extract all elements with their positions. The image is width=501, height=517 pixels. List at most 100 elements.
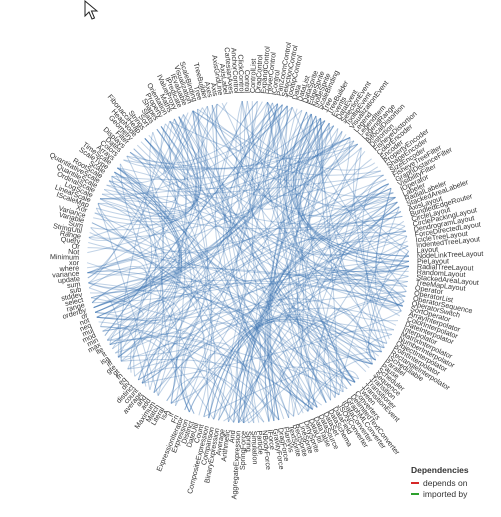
- node-label[interactable]: AnchorControl: [229, 47, 241, 94]
- dependency-edge: [188, 240, 408, 413]
- dependency-edge: [129, 126, 207, 207]
- node-label[interactable]: ClickControl: [236, 54, 246, 93]
- node-label[interactable]: sub: [69, 285, 82, 296]
- dependency-edge-bundle: [93, 121, 197, 226]
- node-label[interactable]: lt: [100, 349, 108, 359]
- node-label[interactable]: mul: [81, 325, 96, 338]
- node-label[interactable]: Query: [60, 235, 81, 246]
- dependency-edge: [88, 163, 152, 290]
- node-label[interactable]: NBodyForce: [260, 430, 273, 471]
- dependency-edge: [87, 118, 322, 254]
- node-label[interactable]: RandomLayout: [416, 267, 465, 279]
- node-label[interactable]: gt: [111, 367, 121, 378]
- node-label[interactable]: Layout: [416, 245, 438, 255]
- dependency-edge-bundle: [203, 316, 377, 417]
- node-label[interactable]: IsA: [158, 408, 171, 422]
- dependency-edge: [233, 201, 398, 423]
- node-label[interactable]: Tree: [192, 85, 205, 101]
- node-label[interactable]: fn: [114, 371, 124, 382]
- node-label[interactable]: AggregateExpression: [229, 430, 242, 499]
- dependency-edge: [211, 104, 409, 277]
- dependency-edge: [216, 103, 381, 176]
- dependency-edge: [156, 128, 356, 383]
- node-label[interactable]: RadialTreeLayout: [417, 262, 474, 273]
- node-label[interactable]: variance: [52, 269, 80, 280]
- dependency-edge: [161, 110, 194, 413]
- node-label[interactable]: Control: [243, 70, 252, 94]
- dependency-edge: [160, 123, 358, 190]
- node-label[interactable]: PieLayout: [417, 256, 449, 265]
- dependency-edge: [117, 307, 261, 424]
- node-label[interactable]: range: [66, 300, 86, 313]
- dependency-edge: [262, 103, 347, 208]
- node-label[interactable]: AxisLabel: [218, 63, 231, 95]
- dependency-edge: [111, 300, 178, 404]
- node-label[interactable]: Axis: [209, 82, 221, 97]
- node-label[interactable]: Particle: [255, 430, 266, 455]
- node-label[interactable]: NodeLinkTreeLayout: [417, 249, 484, 260]
- node-label[interactable]: Xor: [75, 203, 89, 215]
- node-label[interactable]: iff: [105, 358, 115, 368]
- dependency-edge-bundle: [99, 118, 200, 215]
- dependency-edge: [183, 318, 392, 414]
- node-label[interactable]: stddev: [60, 290, 83, 303]
- node-label[interactable]: DragControl: [253, 54, 264, 94]
- node-label[interactable]: Fn: [169, 413, 181, 424]
- dependency-edge: [215, 103, 270, 422]
- dependency-edge: [88, 143, 359, 239]
- node-label[interactable]: update: [57, 274, 80, 285]
- node-label[interactable]: Operator: [414, 283, 444, 296]
- node-label[interactable]: lte: [94, 345, 105, 357]
- dependency-edge: [93, 282, 403, 309]
- node-label[interactable]: ControlList: [248, 59, 258, 94]
- node-label[interactable]: xor: [69, 258, 80, 267]
- node-label[interactable]: eq: [116, 375, 128, 387]
- node-label[interactable]: select: [64, 295, 84, 308]
- dependency-edge: [91, 114, 231, 254]
- dependency-edge: [94, 212, 276, 421]
- dependency-edge: [99, 106, 293, 200]
- node-label[interactable]: IForce: [266, 429, 278, 450]
- node-label[interactable]: And: [227, 430, 237, 444]
- dependency-edge: [251, 101, 318, 408]
- dependency-edge-bundle: [297, 117, 410, 262]
- dependency-edge: [366, 223, 406, 348]
- node-label[interactable]: Sum: [68, 218, 84, 230]
- node-label[interactable]: SpringForce: [238, 431, 248, 470]
- node-label[interactable]: Not: [68, 247, 80, 257]
- dependency-edge: [188, 211, 402, 413]
- node-label[interactable]: not: [78, 316, 90, 328]
- dependency-edge: [201, 107, 324, 210]
- node-label[interactable]: where: [58, 263, 79, 273]
- node-label[interactable]: ExpandControl: [258, 46, 271, 95]
- node-label[interactable]: Data: [290, 84, 303, 101]
- node-label[interactable]: Or: [71, 241, 80, 251]
- node-label[interactable]: Simulation: [250, 431, 260, 465]
- dependency-edge: [114, 107, 293, 193]
- dependency-edge-bundle: [93, 117, 321, 309]
- node-label[interactable]: Average: [214, 428, 227, 456]
- dependency-edge: [87, 247, 382, 353]
- dependency-edge: [121, 245, 409, 362]
- dependency-edge: [104, 189, 332, 401]
- dependency-edge: [366, 334, 392, 361]
- node-label[interactable]: Spring: [244, 431, 253, 452]
- node-label[interactable]: IControl: [269, 69, 282, 96]
- node-label[interactable]: If: [166, 411, 176, 419]
- node-label[interactable]: Range: [59, 228, 81, 240]
- dependency-edge: [153, 114, 189, 393]
- dependency-edge-bundle: [94, 118, 199, 223]
- node-label[interactable]: or: [80, 310, 89, 321]
- node-label[interactable]: sum: [66, 279, 81, 290]
- dependency-edge: [308, 329, 395, 380]
- node-label[interactable]: Minimum: [50, 252, 79, 262]
- dependency-edge: [99, 198, 344, 392]
- dependency-edge: [298, 125, 398, 240]
- dependency-edge-bundle: [94, 122, 330, 313]
- dependency-edge: [157, 342, 255, 423]
- node-label[interactable]: isa: [98, 354, 111, 367]
- node-label[interactable]: Axes: [203, 81, 215, 99]
- node-label[interactable]: neq: [78, 321, 92, 334]
- node-label[interactable]: Arithmetic: [219, 429, 232, 462]
